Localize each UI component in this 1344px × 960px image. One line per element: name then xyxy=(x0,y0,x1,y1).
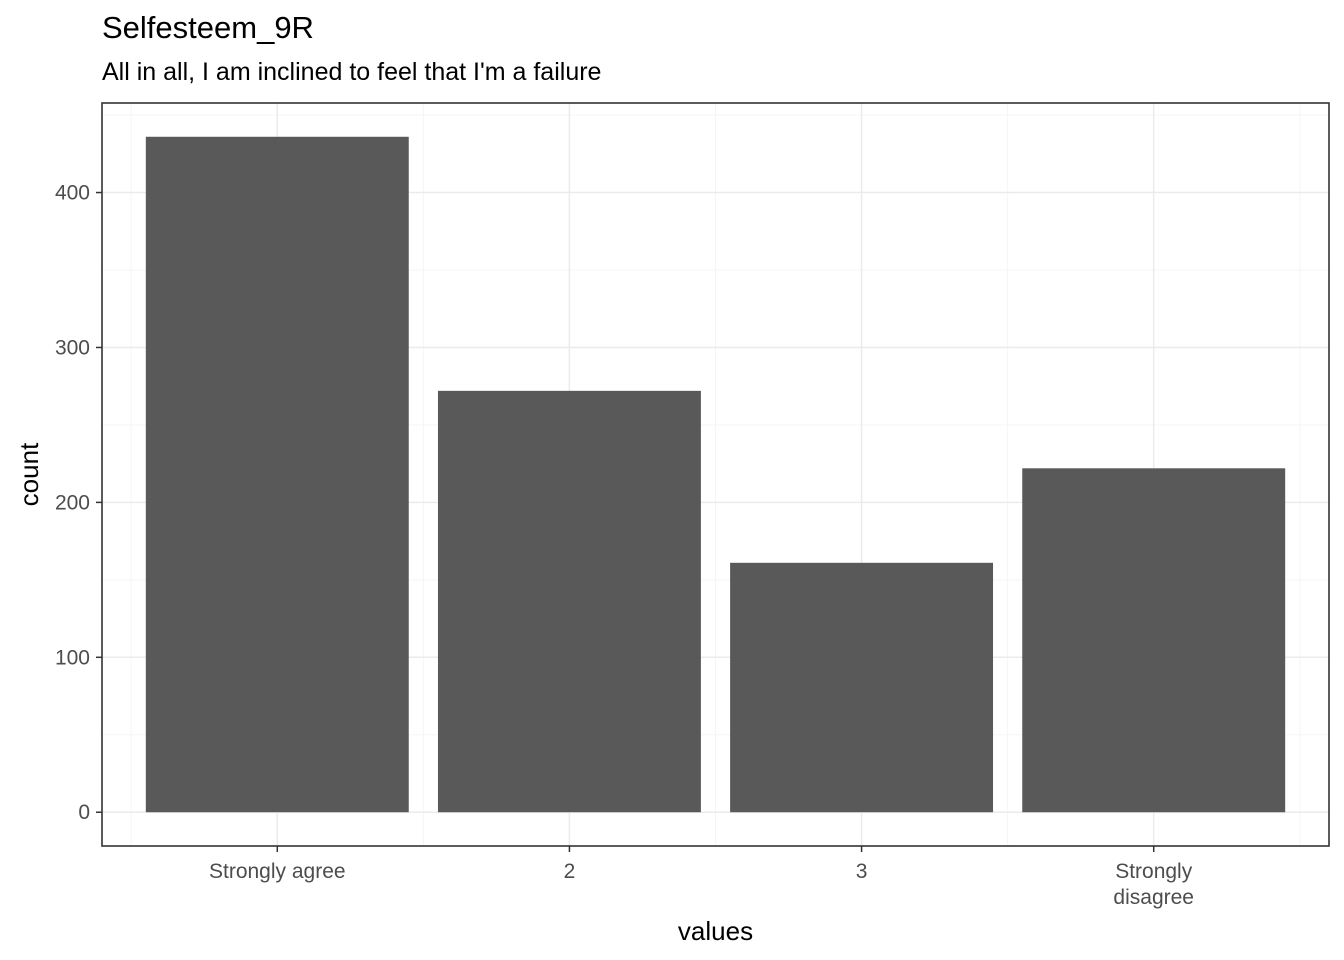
x-tick-label: Strongly disagree xyxy=(1113,860,1194,909)
chart-title: Selfesteem_9R xyxy=(102,10,314,45)
y-axis: 0 100 200 300 400 xyxy=(55,182,102,824)
bar xyxy=(1022,468,1286,813)
x-axis: Strongly agree 2 3 Strongly disagree xyxy=(209,846,1194,909)
panel-border xyxy=(101,102,1330,847)
y-tick-label: 300 xyxy=(55,336,90,359)
y-tick-label: 100 xyxy=(55,646,90,669)
bar xyxy=(145,136,409,813)
bar xyxy=(730,562,994,813)
bars xyxy=(145,136,1286,813)
x-tick-label: 3 xyxy=(856,860,868,883)
x-axis-title: values xyxy=(678,916,753,946)
chart-subtitle: All in all, I am inclined to feel that I… xyxy=(102,58,602,86)
y-tick-label: 400 xyxy=(55,182,90,205)
y-tick-label: 200 xyxy=(55,491,90,514)
bar xyxy=(437,390,701,813)
y-axis-title: count xyxy=(14,442,44,506)
x-tick-label: 2 xyxy=(564,860,576,883)
x-tick-label: Strongly agree xyxy=(209,860,346,883)
y-tick-label: 0 xyxy=(78,801,90,824)
